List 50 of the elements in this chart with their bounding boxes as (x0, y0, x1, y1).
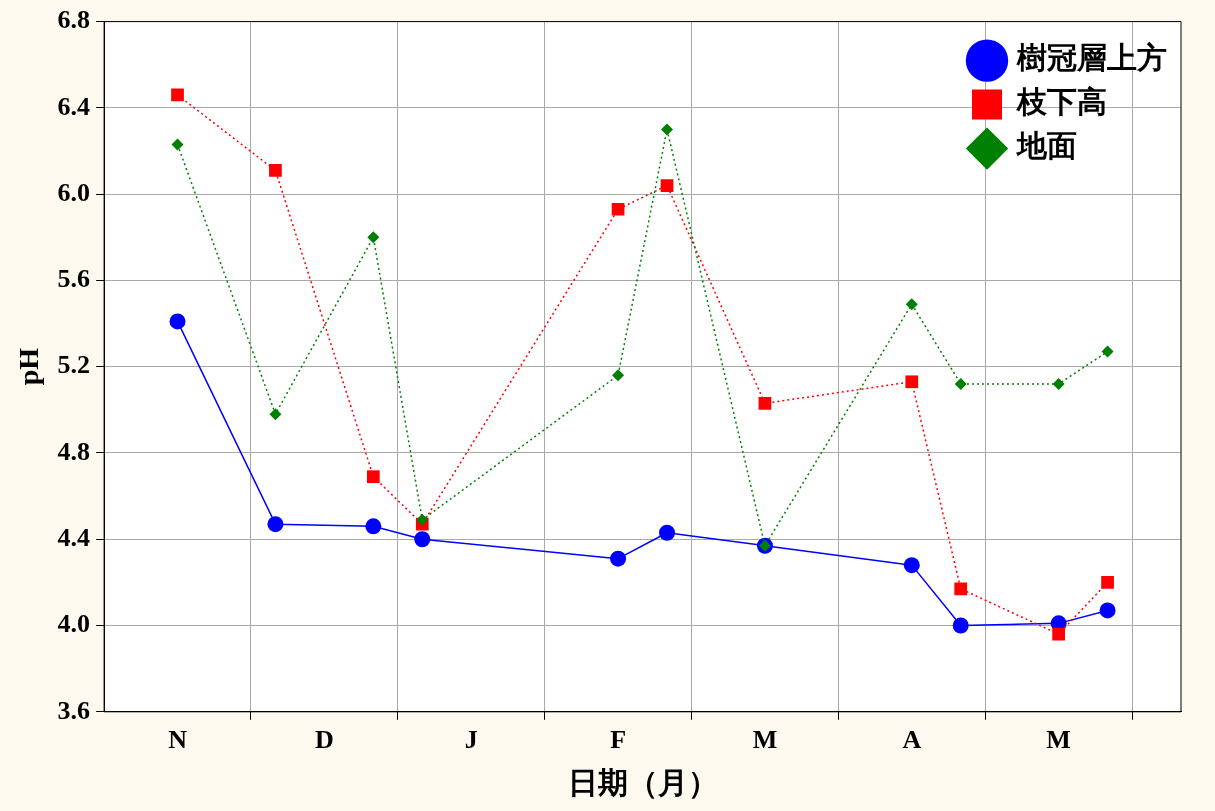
point (954, 377, 967, 390)
point (660, 179, 674, 192)
y-tick-label: 4.4 (57, 522, 91, 552)
point (1099, 602, 1116, 619)
x-tick-label: M (752, 725, 778, 755)
point (954, 582, 968, 596)
point (267, 516, 284, 533)
y-tick-label: 5.2 (57, 350, 91, 380)
point (611, 202, 625, 216)
point (661, 123, 674, 136)
point (659, 524, 676, 541)
point (612, 369, 625, 382)
point (366, 470, 380, 484)
x-tick-label: A (902, 725, 922, 755)
point (905, 375, 919, 389)
y-tick-label: 6.4 (57, 91, 91, 121)
x-tick-label: F (610, 725, 627, 755)
y-tick-label: 4.8 (57, 436, 91, 466)
x-tick-label: J (464, 725, 478, 755)
legend-label: 地面 (1015, 128, 1077, 164)
point (367, 231, 380, 244)
point (365, 518, 382, 535)
point (905, 298, 918, 311)
point (416, 513, 429, 526)
point (414, 531, 431, 548)
point (169, 313, 186, 330)
legend-label: 樹冠層上方 (1016, 40, 1167, 76)
point (171, 138, 184, 151)
point (758, 397, 772, 410)
point (269, 164, 282, 177)
point (171, 88, 184, 102)
point (1052, 627, 1065, 641)
y-tick-label: 6.0 (57, 177, 91, 207)
point (1052, 377, 1065, 390)
y-tick-label: 3.6 (57, 695, 91, 725)
y-tick-label: 6.8 (57, 5, 91, 35)
x-axis-title: 日期（月） (567, 764, 718, 800)
y-axis-title: pH (13, 347, 45, 386)
point (1101, 345, 1114, 358)
point (952, 617, 969, 634)
y-tick-label: 5.6 (57, 264, 91, 294)
point (610, 550, 627, 567)
y-tick-label: 4.0 (57, 609, 91, 639)
x-tick-label: D (314, 725, 334, 755)
point (1101, 576, 1114, 589)
point (269, 408, 282, 421)
legend-label: 枝下高 (1016, 84, 1107, 120)
point (903, 557, 920, 574)
x-tick-label: N (168, 725, 188, 755)
x-tick-label: M (1046, 725, 1071, 755)
